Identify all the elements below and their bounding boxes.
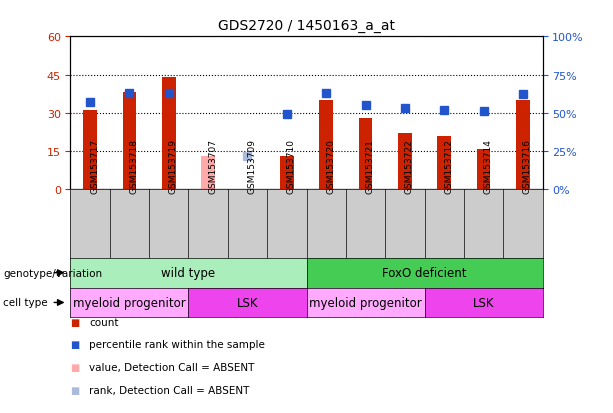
Text: value, Detection Call = ABSENT: value, Detection Call = ABSENT [89,362,254,372]
Bar [359,119,372,190]
Text: cell type: cell type [3,298,48,308]
Text: GDS2720 / 1450163_a_at: GDS2720 / 1450163_a_at [218,19,395,33]
Text: GSM153712: GSM153712 [444,139,453,193]
Text: GSM153720: GSM153720 [326,139,335,193]
Text: count: count [89,317,118,327]
Text: myeloid progenitor: myeloid progenitor [73,296,186,309]
Bar [123,93,136,190]
Text: GSM153722: GSM153722 [405,139,414,193]
Text: GSM153710: GSM153710 [287,138,296,193]
Bar [516,101,530,190]
Text: FoxO deficient: FoxO deficient [383,266,466,280]
Bar [319,101,333,190]
Bar [280,157,294,190]
Bar [83,111,97,190]
Bar [398,134,412,190]
Text: LSK: LSK [237,296,258,309]
Bar [477,149,490,190]
Text: percentile rank within the sample: percentile rank within the sample [89,339,265,349]
Text: ■: ■ [70,362,80,372]
Text: rank, Detection Call = ABSENT: rank, Detection Call = ABSENT [89,385,249,395]
Text: GSM153709: GSM153709 [248,138,256,193]
Text: wild type: wild type [161,266,216,280]
Text: genotype/variation: genotype/variation [3,268,102,278]
Text: GSM153707: GSM153707 [208,138,217,193]
Text: LSK: LSK [473,296,494,309]
Text: GSM153718: GSM153718 [129,138,139,193]
Text: ■: ■ [70,385,80,395]
Bar [437,136,451,190]
Text: ■: ■ [70,317,80,327]
Bar [201,157,215,190]
Text: GSM153719: GSM153719 [169,138,178,193]
Text: GSM153714: GSM153714 [484,139,492,193]
Text: myeloid progenitor: myeloid progenitor [309,296,422,309]
Text: ■: ■ [70,339,80,349]
Bar [162,78,176,190]
Text: GSM153717: GSM153717 [90,138,99,193]
Text: GSM153716: GSM153716 [523,138,532,193]
Text: GSM153721: GSM153721 [365,139,375,193]
